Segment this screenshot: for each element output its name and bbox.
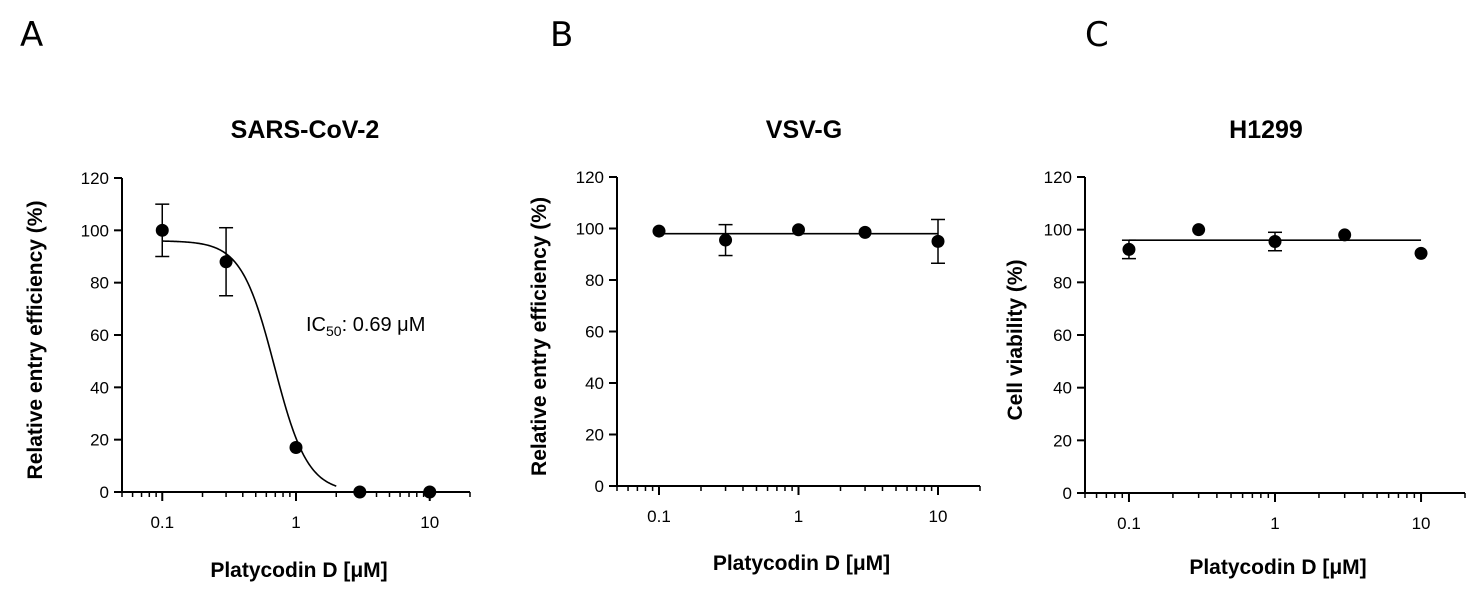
x-tick-label: 0.1 (1117, 514, 1141, 533)
chart-title: VSV-G (766, 116, 842, 144)
data-point (219, 255, 233, 269)
y-tick-label: 80 (1053, 273, 1072, 292)
x-tick-label: 0.1 (150, 513, 174, 532)
y-tick-label: 20 (585, 426, 604, 445)
x-tick-label: 10 (420, 513, 439, 532)
fit-curve (162, 240, 337, 487)
y-tick-label: 100 (81, 221, 109, 240)
data-point (155, 223, 169, 237)
y-tick-label: 120 (1044, 168, 1072, 187)
data-point (652, 224, 666, 238)
panel-letter-c: C (1085, 15, 1109, 55)
x-tick-label: 10 (1412, 514, 1431, 533)
y-tick-label: 60 (90, 326, 109, 345)
y-tick-label: 40 (90, 378, 109, 397)
annotation-subscript: 50 (326, 323, 342, 339)
y-tick-label: 0 (595, 477, 604, 496)
data-point (1338, 228, 1352, 242)
data-point (719, 233, 733, 247)
y-axis-label: Relative entry efficiency (%) (528, 197, 551, 476)
chart-panel-b: VSV-G 0 20 40 60 80 100 120 0.1 1 10 Platycodin D [… (528, 116, 981, 575)
x-axis-label: Platycodin D [μM] (713, 552, 890, 575)
x-tick-label: 1 (1270, 514, 1279, 533)
chart-panel-a: SARS-CoV-2 0 20 40 60 80 100 120 0.1 1 10 Platycodi… (24, 116, 471, 582)
ic50-annotation: IC50: 0.69 μM (306, 314, 425, 339)
x-tick-label: 10 (929, 507, 948, 526)
y-axis-label: Relative entry efficiency (%) (24, 201, 47, 480)
y-tick-label: 0 (1063, 484, 1072, 503)
y-tick-label: 60 (1053, 326, 1072, 345)
chart-title: H1299 (1229, 116, 1303, 144)
data-point (423, 485, 437, 499)
y-tick-label: 20 (1053, 431, 1072, 450)
panel-letter-b: B (550, 15, 573, 55)
data-point (931, 234, 945, 248)
x-tick-label: 1 (291, 513, 300, 532)
y-tick-label: 80 (585, 271, 604, 290)
y-tick-label: 100 (1044, 221, 1072, 240)
x-axis-label: Platycodin D [μM] (1189, 556, 1366, 579)
data-point (1268, 235, 1282, 249)
data-point (289, 441, 303, 455)
data-point (1192, 223, 1206, 237)
y-tick-label: 80 (90, 274, 109, 293)
y-tick-label: 120 (576, 168, 604, 187)
y-tick-label: 100 (576, 220, 604, 239)
data-point (858, 225, 872, 239)
chart-title: SARS-CoV-2 (231, 116, 380, 144)
data-point (1122, 242, 1136, 256)
data-point (1414, 246, 1428, 260)
data-point (353, 485, 367, 499)
y-tick-label: 40 (585, 374, 604, 393)
annotation-prefix: IC (306, 314, 326, 336)
y-tick-label: 40 (1053, 379, 1072, 398)
chart-panel-c: H1299 0 20 40 60 80 100 120 0.1 1 10 Platycodin D [… (1004, 116, 1466, 579)
y-tick-label: 0 (100, 483, 109, 502)
panel-letter-a: A (20, 15, 43, 55)
y-axis-label: Cell viability (%) (1004, 259, 1027, 420)
x-tick-label: 1 (794, 507, 803, 526)
y-tick-label: 60 (585, 323, 604, 342)
data-point (792, 223, 805, 237)
y-tick-label: 20 (90, 431, 109, 450)
x-axis-label: Platycodin D [μM] (210, 559, 387, 582)
y-tick-label: 120 (81, 169, 109, 188)
x-tick-label: 0.1 (647, 507, 671, 526)
annotation-suffix: : 0.69 μM (342, 314, 426, 336)
